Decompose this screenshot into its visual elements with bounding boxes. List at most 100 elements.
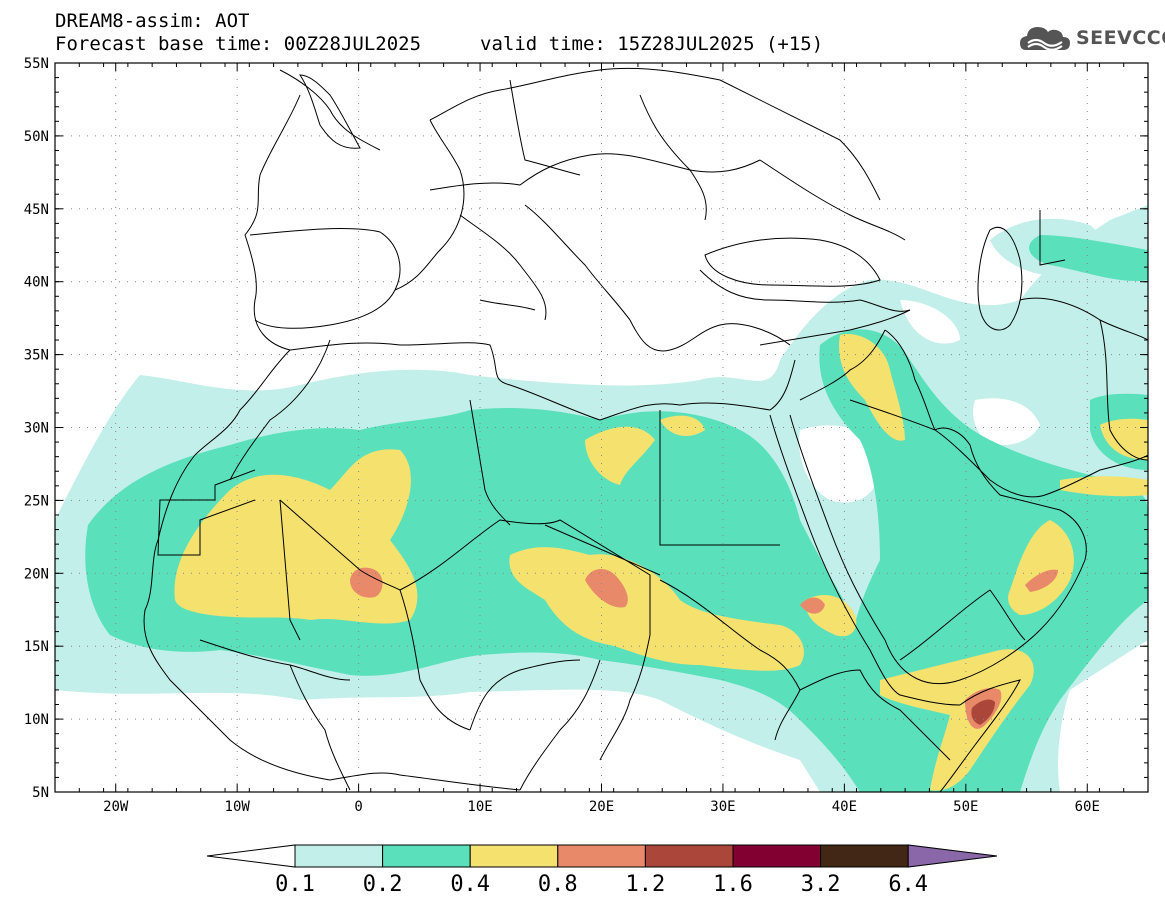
aot-band-0.4-iraq — [839, 334, 905, 441]
lon-tick-label: 0 — [354, 799, 362, 815]
border-saudi-iraq — [849, 399, 936, 431]
border-west-africa-2 — [289, 664, 351, 791]
lon-tick-label: 10E — [467, 799, 492, 815]
coast-iberia-med — [249, 119, 465, 329]
border-west-africa-3 — [399, 589, 471, 731]
border-europe-1 — [429, 153, 707, 221]
lat-tick-label: 25N — [24, 493, 49, 509]
aot-band-0.4-horn — [880, 649, 1034, 791]
coast-uk — [299, 74, 361, 149]
border-central-africa — [519, 659, 601, 791]
coast-arabia — [884, 427, 1087, 685]
coast-caspian — [977, 227, 1023, 331]
aot-clear-hole-1 — [55, 689, 820, 792]
lon-tick-label: 10W — [225, 799, 251, 815]
border-ethiopia — [799, 669, 951, 761]
lon-tick-label: 60E — [1075, 799, 1100, 815]
coast-italy — [459, 214, 547, 321]
lat-tick-label: 15N — [24, 639, 49, 655]
lon-tick-label: 50E — [953, 799, 978, 815]
aot-band-0.4-gulf — [1060, 476, 1148, 497]
border-europe-3 — [639, 94, 761, 173]
coast-red-sea — [769, 414, 961, 706]
aot-band-0.4-iran — [1100, 418, 1148, 460]
latitude-axis: 55N 50N 45N 40N 35N 30N 25N 20N 15N 10N 5N — [24, 56, 1148, 801]
border-ukraine-russia — [759, 159, 906, 241]
aot-band-0.4-oman — [1008, 520, 1074, 615]
aot-band-0.8-chad — [585, 568, 628, 608]
aot-clear-hole-3 — [799, 425, 881, 503]
lat-tick-label: 5N — [32, 785, 49, 801]
colorbar-swatch — [732, 844, 822, 868]
border-niger — [399, 519, 651, 635]
border-turkmenistan — [1019, 297, 1148, 341]
border-europe-2 — [509, 79, 581, 176]
coast-west-africa — [143, 94, 521, 791]
lon-tick-label: 20W — [103, 799, 129, 815]
base-time: Forecast base time: 00Z28JUL2025 — [55, 33, 422, 55]
cloud-logo-icon — [1020, 27, 1070, 51]
border-chad-sudan — [599, 634, 651, 761]
border-west-africa-1 — [199, 639, 351, 681]
aot-clear-hole-5 — [973, 398, 1040, 445]
colorbar-arrow-high — [907, 844, 998, 868]
border-libya-chad — [544, 524, 661, 576]
lon-tick-label: 30E — [710, 799, 735, 815]
border-western-sahara — [157, 469, 256, 556]
colorbar-label: 1.6 — [713, 872, 753, 897]
colorbar-label: 0.4 — [450, 872, 490, 897]
border-europe-4 — [719, 79, 881, 201]
seevccc-logo: SEEVCCC — [1018, 22, 1165, 54]
border-sudan-south — [659, 579, 801, 741]
aot-band-0.2-caucasus — [1029, 235, 1148, 282]
border-mali-algeria — [279, 499, 401, 591]
aot-band-0.8-oman — [1025, 569, 1058, 592]
lat-tick-label: 20N — [24, 566, 49, 582]
aot-band-1.2-somalia — [971, 699, 995, 725]
logo-text: SEEVCCC — [1076, 27, 1165, 49]
aot-band-0.4-libya — [585, 426, 655, 485]
colorbar-label: 3.2 — [801, 872, 841, 897]
aot-band-0.4-chad — [509, 547, 804, 671]
border-saudi-jordan — [799, 329, 886, 401]
coast-anatolia — [699, 269, 911, 312]
lon-tick-label: 20E — [589, 799, 614, 815]
border-saudi-yemen — [899, 589, 1026, 661]
border-morocco-algeria — [229, 339, 331, 481]
border-kazakhstan — [1039, 210, 1066, 266]
coastlines-borders — [143, 67, 1148, 792]
lat-tick-label: 35N — [24, 348, 49, 364]
aot-clear-hole-6 — [900, 300, 960, 344]
border-iran-iraq — [884, 329, 936, 431]
coast-europe-north — [279, 67, 721, 151]
border-turkey-syria — [759, 309, 911, 346]
colorbar-label: 0.8 — [538, 872, 578, 897]
lat-tick-label: 30N — [24, 421, 49, 437]
longitude-axis: 20W 10W 0 10E 20E 30E 40E 50E 60E — [54, 63, 1149, 815]
colorbar-label: 6.4 — [888, 872, 928, 897]
colorbar-swatch — [469, 844, 559, 868]
border-iran-east — [1099, 319, 1148, 461]
aot-band-0.4-egypt — [660, 415, 705, 436]
lat-tick-label: 50N — [24, 129, 49, 145]
colorbar-arrow-low — [206, 844, 296, 868]
lat-tick-label: 40N — [24, 275, 49, 291]
border-mauritania — [279, 499, 301, 641]
coast-balkans — [524, 204, 791, 352]
colorbar-swatch — [294, 844, 384, 868]
aot-contour-fields — [55, 205, 1148, 792]
colorbar-label: 0.2 — [363, 872, 403, 897]
lat-tick-label: 45N — [24, 202, 49, 218]
valid-time: valid time: 15Z28JUL2025 (+15) — [480, 33, 824, 55]
colorbar-swatch — [644, 844, 734, 868]
border-algeria-libya — [469, 399, 511, 526]
aot-band-0.8-redsea — [800, 597, 825, 614]
colorbar-label: 0.1 — [275, 872, 315, 897]
aot-clear-hole-4 — [1058, 640, 1148, 792]
colorbar-label: 1.2 — [626, 872, 666, 897]
aot-colorbar: 0.1 0.2 0.4 0.8 1.2 1.6 3.2 6.4 — [206, 844, 998, 897]
map-title: DREAM8-assim: AOT — [55, 10, 250, 32]
lat-tick-label: 55N — [24, 56, 49, 72]
colorbar-swatch — [820, 844, 909, 868]
